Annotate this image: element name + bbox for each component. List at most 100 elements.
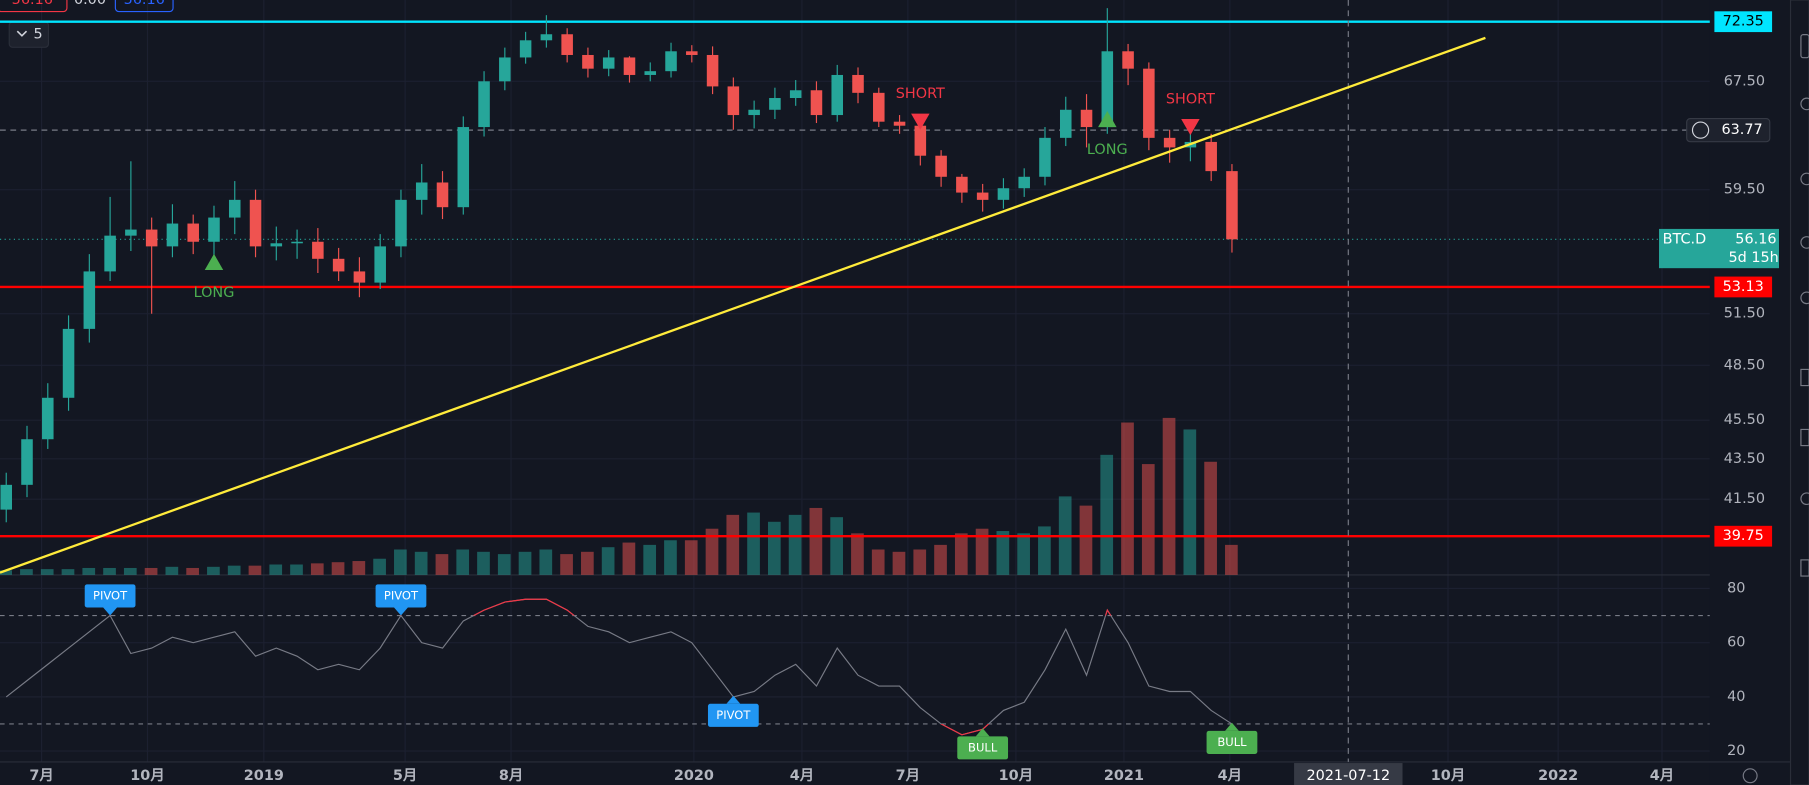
volume-bar	[331, 562, 345, 575]
signal-arrow	[204, 253, 224, 271]
volume-bar	[684, 540, 698, 575]
candle-body	[686, 51, 698, 55]
toolbar-bg	[1789, 0, 1809, 785]
pivot-pointer	[103, 607, 118, 616]
candle-body	[976, 192, 989, 200]
rsi-tick-label: 40	[1727, 689, 1745, 705]
volume-bar	[1162, 417, 1176, 575]
close-box	[114, 0, 174, 13]
candle-body	[1205, 141, 1217, 172]
candle-body	[125, 229, 137, 236]
candle-body	[665, 51, 677, 72]
candle-body	[561, 34, 573, 55]
tool-icon[interactable]	[1800, 291, 1809, 305]
x-tick-label: 4月	[1218, 767, 1242, 784]
candle-body	[499, 57, 511, 82]
candle-body	[312, 241, 324, 259]
x-tick-label: 5月	[393, 767, 417, 784]
pivot-label: PIVOT	[93, 588, 128, 602]
pivot-pointer	[726, 695, 741, 704]
header: 56.16 0.00 56.16 5	[0, 0, 174, 48]
signal-label: LONG	[194, 285, 235, 301]
pivot-box	[84, 584, 136, 608]
candle-body	[166, 223, 179, 247]
volume-bar	[1204, 461, 1217, 575]
price-label: 53.13	[1723, 279, 1764, 295]
change: 0.00	[74, 0, 106, 8]
tool-icon[interactable]	[1800, 236, 1809, 249]
volume-bar	[352, 561, 366, 575]
x-tick-label: 4月	[790, 767, 814, 784]
volume-bar	[560, 554, 573, 575]
candle-body	[145, 229, 158, 247]
volume-bar	[892, 551, 906, 575]
volume-bar	[1225, 544, 1238, 575]
y-tick-label: 45.50	[1724, 412, 1765, 428]
candle-body	[415, 182, 428, 200]
close-value: 56.16	[124, 0, 165, 8]
pivot-label: BULL	[968, 740, 998, 754]
open-value: 56.16	[12, 0, 53, 8]
volume-bar	[435, 554, 449, 575]
price-label-box	[1714, 276, 1773, 298]
settings-icon[interactable]	[1742, 768, 1758, 784]
pivot-pointer	[394, 607, 408, 616]
pivot-box	[1206, 730, 1258, 754]
volume-bar	[497, 554, 511, 575]
candle-body	[519, 40, 532, 58]
volume-bar	[1121, 422, 1134, 575]
volume-bar	[227, 565, 241, 575]
tool-icon[interactable]	[1800, 492, 1809, 506]
signal-arrow	[1098, 110, 1117, 128]
add-alert-icon[interactable]	[1691, 121, 1710, 139]
candle-body	[104, 235, 116, 272]
x-tick-label: 7月	[896, 767, 920, 784]
signal-label: SHORT	[1166, 91, 1215, 107]
candle-body	[21, 439, 33, 485]
volume	[0, 417, 1238, 575]
candle-body	[1018, 176, 1030, 189]
volume-bar	[477, 551, 490, 575]
rsi-tick-label: 60	[1727, 635, 1745, 651]
volume-bar	[1017, 533, 1030, 575]
candle-body	[893, 121, 906, 126]
volume-bar	[310, 563, 324, 575]
x-tick-label: 10月	[130, 767, 164, 784]
volume-bar	[643, 544, 657, 575]
price-label: 39.75	[1723, 528, 1764, 544]
candles	[0, 8, 1238, 523]
volume-bar	[20, 569, 33, 575]
crosshair-label: 2021-07-12	[1306, 768, 1390, 784]
candle-body	[1143, 68, 1155, 138]
candle-body	[42, 397, 54, 440]
volume-bar	[913, 549, 927, 575]
x-tick-label: 4月	[1650, 767, 1674, 784]
candle-body	[1101, 51, 1114, 128]
symbol-label: BTC.D	[1663, 231, 1707, 247]
candle-body	[62, 328, 75, 398]
x-tick-label: 2021	[1104, 768, 1144, 784]
price-label-box	[1659, 228, 1780, 269]
candle-body	[644, 71, 657, 75]
pivot-box	[957, 736, 1009, 760]
signal-arrow	[1181, 118, 1200, 136]
volume-bar	[207, 566, 220, 575]
countdown: 5d 15h	[1728, 250, 1778, 266]
price-label: 63.77	[1721, 122, 1762, 138]
volume-bar	[1100, 454, 1114, 575]
x-tick-label: 10月	[999, 767, 1033, 784]
volume-bar	[539, 549, 553, 575]
pivot-box	[707, 703, 759, 727]
volume-bar	[975, 528, 989, 575]
tool-icon[interactable]	[1800, 97, 1809, 111]
volume-bar	[1183, 429, 1197, 575]
volume-bar	[996, 531, 1010, 575]
tool-icon[interactable]	[1800, 172, 1809, 186]
candle-body	[436, 182, 449, 208]
volume-bar	[767, 521, 781, 575]
candle-body	[852, 74, 864, 93]
interval[interactable]: 5	[33, 27, 42, 43]
candle-body	[956, 176, 968, 193]
volume-bar	[1141, 464, 1155, 575]
volume-bar	[414, 551, 428, 575]
